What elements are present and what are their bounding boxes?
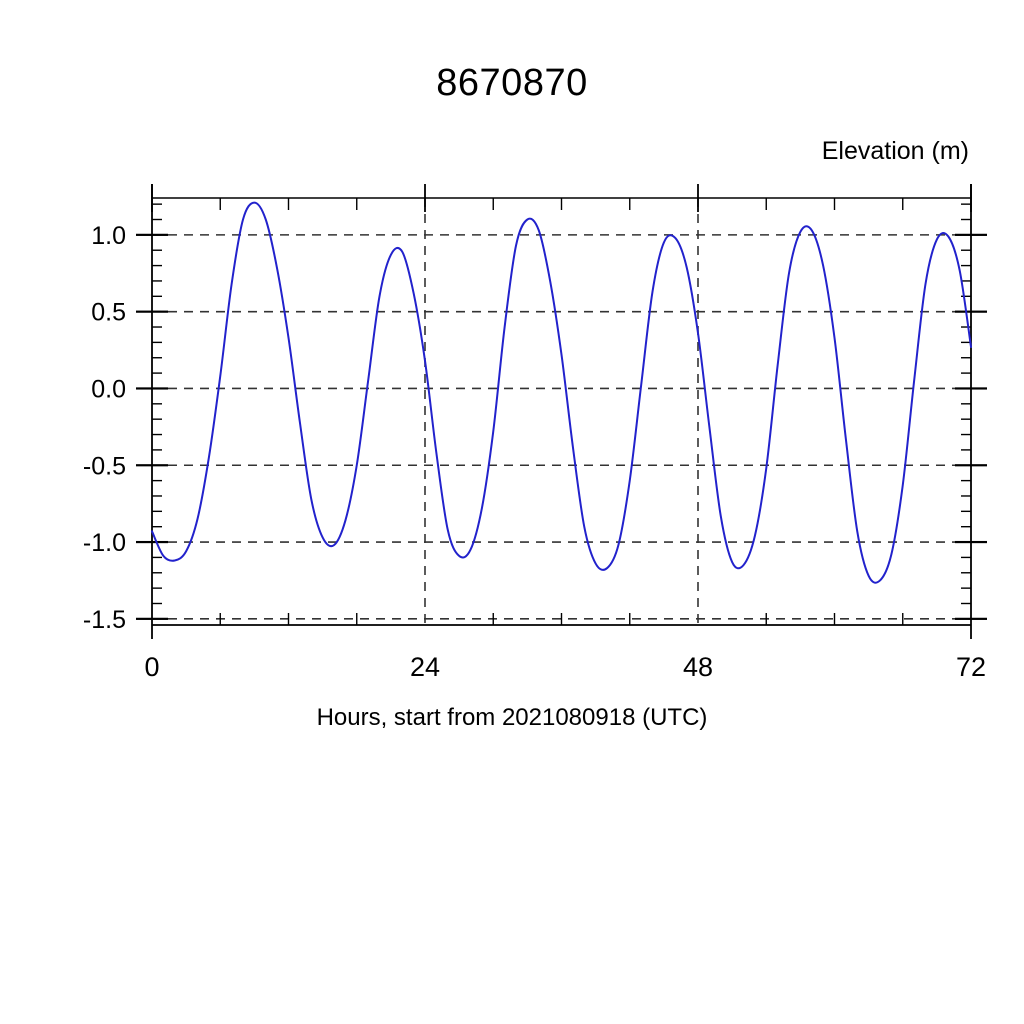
axis-ticks (136, 184, 987, 625)
x-axis-label: Hours, start from 2021080918 (UTC) (316, 704, 708, 731)
y-tick-label: -0.5 (83, 452, 126, 480)
x-tick-label: 24 (410, 652, 440, 682)
x-tick-label: 72 (956, 652, 986, 682)
data-series-line (151, 201, 972, 584)
chart-title: 8670870 (436, 62, 588, 104)
x-tick-label: 48 (683, 652, 713, 682)
y-tick-label: 0.0 (91, 375, 126, 403)
y-tick-label: 1.0 (91, 222, 126, 250)
x-tick-label: 0 (144, 652, 159, 682)
y-axis-label: Elevation (m) (821, 137, 969, 165)
y-tick-label: -1.0 (83, 529, 126, 557)
y-tick-label: -1.5 (83, 606, 126, 634)
elevation-curve (151, 201, 972, 584)
tick-labels: 1.0 0.5 0.0 -0.5 -1.0 -1.5 0 24 48 72 (83, 222, 986, 682)
y-tick-label: 0.5 (91, 299, 126, 327)
plot-frame (151, 184, 972, 639)
